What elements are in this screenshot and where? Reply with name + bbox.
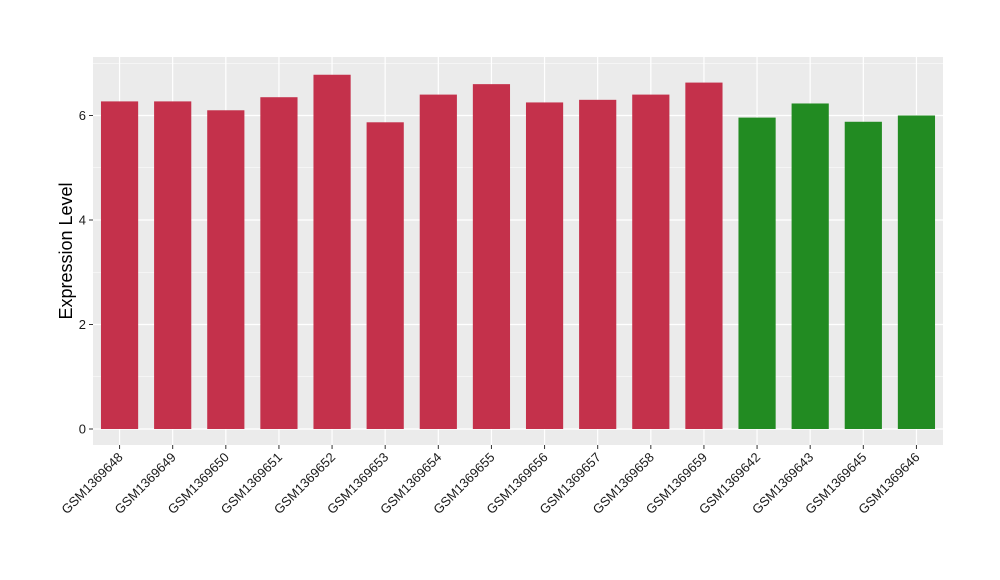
- bar-GSM1369653: [366, 122, 404, 429]
- bar-GSM1369656: [525, 102, 564, 429]
- y-tick-label: 6: [79, 108, 86, 123]
- bar-GSM1369649: [154, 101, 192, 429]
- bar-GSM1369642: [738, 117, 776, 429]
- y-axis: 0 2 4 6: [79, 108, 93, 437]
- y-tick-label: 2: [79, 317, 86, 332]
- bar-GSM1369645: [844, 121, 882, 430]
- bar-GSM1369655: [472, 84, 511, 430]
- bar-GSM1369654: [419, 94, 457, 429]
- y-axis-title: Expression Level: [56, 182, 76, 319]
- bar-GSM1369658: [632, 94, 670, 429]
- bar-GSM1369659: [685, 82, 723, 430]
- bar-GSM1369646: [897, 115, 936, 429]
- bar-GSM1369652: [313, 74, 351, 430]
- bars: [100, 74, 936, 430]
- y-tick-label: 4: [79, 213, 86, 228]
- bar-GSM1369651: [260, 97, 298, 430]
- bar-GSM1369657: [579, 99, 617, 429]
- bar-GSM1369650: [207, 110, 245, 430]
- bar-GSM1369648: [100, 101, 139, 429]
- x-axis: GSM1369648GSM1369649GSM1369650GSM1369651…: [58, 445, 923, 517]
- y-tick-label: 0: [79, 422, 86, 437]
- bar-GSM1369643: [791, 103, 829, 430]
